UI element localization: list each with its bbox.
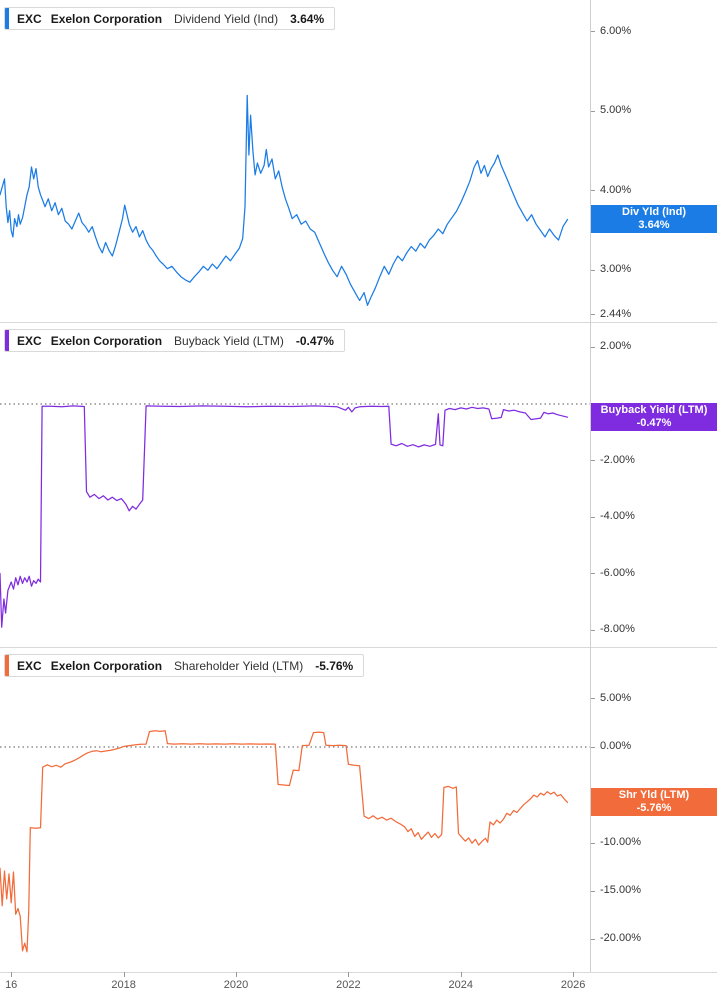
x-tick-label: 2020 [223, 979, 249, 991]
y-tick-label: -20.00% [600, 932, 641, 945]
y-tick-mark [590, 460, 595, 461]
ticker-symbol: EXC [17, 658, 42, 673]
shareholder-yield-series [0, 730, 569, 953]
legend-buyback-yield[interactable]: EXC Exelon Corporation Buyback Yield (LT… [4, 329, 345, 352]
y-tick-label: 6.00% [600, 24, 632, 37]
y-tick-label: 4.00% [600, 183, 632, 196]
buyback-yield-chart[interactable] [0, 322, 590, 647]
y-tick-mark [590, 842, 595, 844]
panel-buyback-yield: EXC Exelon Corporation Buyback Yield (LT… [0, 322, 717, 647]
badge-value: -5.76% [636, 802, 672, 815]
y-tick-label: -6.00% [600, 566, 635, 579]
badge-value: 3.64% [638, 219, 670, 232]
y-tick-mark [590, 698, 595, 700]
badge-label: Div Yld (Ind) [622, 206, 686, 219]
x-axis-line [0, 972, 717, 973]
badge-value: -0.47% [636, 417, 672, 430]
metric-value: -5.76% [315, 658, 354, 673]
shareholder-yield-chart[interactable] [0, 647, 590, 972]
panel-separator [0, 647, 717, 648]
y-tick-label: 5.00% [600, 691, 632, 704]
y-tick-label: -8.00% [600, 623, 635, 635]
dividend-yield-chart[interactable] [0, 0, 590, 322]
company-name: Exelon Corporation [50, 11, 163, 26]
y-tick-mark [590, 938, 595, 940]
y-tick-mark [590, 573, 595, 574]
y-tick-label: -15.00% [600, 884, 641, 897]
panel-shareholder-yield: EXC Exelon Corporation Shareholder Yield… [0, 647, 717, 972]
y-tick-mark [590, 516, 595, 518]
company-name: Exelon Corporation [50, 333, 163, 348]
metric-name: Buyback Yield (LTM) [174, 333, 284, 348]
badge-label: Buyback Yield (LTM) [600, 404, 708, 417]
y-axis-line [590, 0, 591, 972]
y-tick-mark [590, 890, 595, 892]
y-tick-label: 0.00% [600, 740, 632, 752]
y-tick-label: 2.00% [600, 340, 632, 353]
y-tick-label: -2.00% [600, 453, 635, 466]
legend-accent-bar [5, 655, 9, 676]
legend-shareholder-yield[interactable]: EXC Exelon Corporation Shareholder Yield… [4, 654, 365, 677]
y-tick-label: 5.00% [600, 104, 632, 117]
last-value-badge-buyback-yield: Buyback Yield (LTM) -0.47% [591, 403, 717, 432]
badge-label: Shr Yld (LTM) [618, 789, 690, 802]
company-name: Exelon Corporation [50, 658, 163, 673]
y-tick-mark [590, 746, 595, 748]
y-tick-mark [590, 31, 595, 33]
last-value-badge-dividend-yield: Div Yld (Ind) 3.64% [591, 205, 717, 234]
panel-separator [0, 322, 717, 323]
x-tick-label: 2026 [560, 979, 586, 991]
panel-dividend-yield: EXC Exelon Corporation Dividend Yield (I… [0, 0, 717, 322]
legend-accent-bar [5, 330, 9, 351]
y-tick-label: -10.00% [600, 836, 641, 849]
y-tick-label: -4.00% [600, 510, 635, 522]
metric-name: Dividend Yield (Ind) [174, 11, 279, 26]
y-tick-mark [590, 314, 595, 316]
y-tick-label: 3.00% [600, 263, 632, 276]
ticker-symbol: EXC [17, 333, 42, 348]
x-tick-label: 2024 [448, 979, 474, 991]
legend-dividend-yield[interactable]: EXC Exelon Corporation Dividend Yield (I… [4, 7, 336, 30]
metric-value: 3.64% [290, 11, 325, 26]
ticker-symbol: EXC [17, 11, 42, 26]
y-tick-mark [590, 190, 595, 192]
buyback-yield-series [0, 405, 569, 628]
x-tick-label: 2022 [336, 979, 361, 991]
y-tick-mark [590, 110, 595, 112]
legend-accent-bar [5, 8, 9, 29]
x-tick-label: 2018 [111, 979, 136, 991]
last-value-badge-shareholder-yield: Shr Yld (LTM) -5.76% [591, 788, 717, 817]
metric-name: Shareholder Yield (LTM) [174, 658, 304, 673]
y-tick-mark [590, 346, 595, 348]
x-tick-label: 16 [5, 979, 18, 991]
y-tick-label: 2.44% [600, 307, 632, 320]
y-tick-mark [590, 629, 595, 631]
y-tick-mark [590, 269, 595, 271]
metric-value: -0.47% [295, 333, 334, 348]
dividend-yield-series [0, 94, 569, 306]
